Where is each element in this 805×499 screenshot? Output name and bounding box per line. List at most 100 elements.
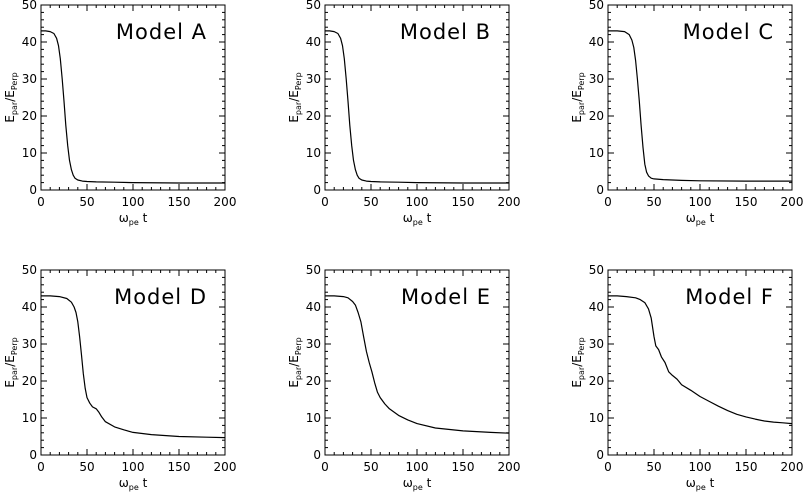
x-tick-label: 150 (168, 460, 191, 474)
y-tick-label: 30 (22, 337, 37, 351)
y-tick-label: 0 (313, 448, 321, 462)
x-axis-label: ωpe t (686, 211, 715, 227)
panel-4: 0 50 100 150 200 0 10 20 30 40 50 Model E ωpe t Epar/… (287, 263, 520, 492)
y-tick-label: 20 (306, 109, 321, 123)
x-tick-label: 150 (452, 195, 475, 209)
y-axis-label: Epar/EPerp (3, 72, 19, 122)
y-axis-label-sep: / (3, 362, 17, 367)
x-tick-label: 200 (498, 460, 521, 474)
y-axis-label-sep: / (570, 362, 584, 367)
x-axis-label-main: ω (686, 476, 696, 490)
x-tick-label: 200 (781, 195, 804, 209)
y-axis-label-main1: E (3, 115, 17, 123)
y-tick-label: 10 (589, 411, 604, 425)
series-line (608, 295, 793, 425)
x-axis-label-suffix: t (423, 476, 432, 490)
x-tick-label: 50 (646, 195, 661, 209)
y-axis-label-main2: E (570, 355, 584, 363)
x-axis-label-suffix: t (706, 211, 715, 225)
x-axis-label: ωpe t (686, 476, 715, 492)
x-tick-label: 150 (735, 195, 758, 209)
y-tick-label: 0 (29, 183, 37, 197)
panel-title: Model F (685, 285, 774, 309)
y-tick-label: 40 (306, 300, 321, 314)
y-axis-label: Epar/EPerp (570, 337, 586, 387)
x-tick-label: 150 (735, 460, 758, 474)
y-axis-label: Epar/EPerp (3, 337, 19, 387)
x-tick-label: 50 (363, 195, 378, 209)
y-tick-label: 0 (596, 183, 604, 197)
y-axis-label-sub1: par (294, 101, 303, 115)
x-axis-label: ωpe t (403, 211, 432, 227)
y-tick-label: 50 (22, 0, 37, 12)
y-axis-label-main1: E (570, 115, 584, 123)
x-tick-label: 150 (452, 460, 475, 474)
x-tick-label: 100 (122, 195, 145, 209)
x-tick-label: 200 (498, 195, 521, 209)
y-axis-label-sub2: Perp (577, 337, 586, 355)
y-tick-label: 20 (306, 374, 321, 388)
y-tick-label: 20 (22, 109, 37, 123)
x-axis-label-main: ω (403, 211, 413, 225)
y-tick-label: 10 (22, 146, 37, 160)
y-axis-label-sub1: par (10, 101, 19, 115)
y-tick-label: 0 (29, 448, 37, 462)
y-tick-label: 50 (22, 263, 37, 277)
y-tick-label: 50 (589, 0, 604, 12)
y-axis-label: Epar/EPerp (287, 337, 303, 387)
series-line (41, 30, 225, 184)
y-axis-label-sub2: Perp (294, 72, 303, 90)
y-tick-label: 50 (306, 0, 321, 12)
x-tick-label: 0 (604, 460, 612, 474)
panel-title: Model B (400, 20, 491, 44)
y-tick-label: 30 (589, 72, 604, 86)
y-axis-label-sub1: par (10, 366, 19, 380)
x-tick-label: 0 (321, 195, 329, 209)
x-axis-label: ωpe t (119, 476, 148, 492)
y-axis-label-main1: E (287, 115, 301, 123)
x-axis-label-sub: pe (413, 483, 423, 492)
y-tick-label: 30 (22, 72, 37, 86)
x-tick-label: 0 (604, 195, 612, 209)
x-tick-label: 50 (646, 460, 661, 474)
x-tick-label: 50 (363, 460, 378, 474)
y-axis-label-sub2: Perp (10, 337, 19, 355)
y-tick-label: 40 (22, 300, 37, 314)
y-tick-label: 40 (22, 35, 37, 49)
panel-0: 0 50 100 150 200 0 10 20 30 40 50 Model A ωpe t Epar/… (3, 0, 236, 227)
y-tick-label: 10 (306, 411, 321, 425)
y-tick-label: 0 (313, 183, 321, 197)
panel-title: Model A (116, 20, 207, 44)
x-axis-label-sub: pe (696, 483, 706, 492)
panel-title: Model C (683, 20, 774, 44)
y-tick-label: 0 (596, 448, 604, 462)
y-tick-label: 30 (589, 337, 604, 351)
x-tick-label: 0 (37, 195, 45, 209)
x-tick-label: 200 (214, 460, 237, 474)
x-axis-label-suffix: t (706, 476, 715, 490)
x-axis-label-main: ω (686, 211, 696, 225)
y-axis-label-main1: E (3, 380, 17, 388)
x-axis-label-sub: pe (413, 218, 423, 227)
x-tick-label: 0 (37, 460, 45, 474)
panel-title: Model E (401, 285, 491, 309)
y-tick-label: 20 (589, 109, 604, 123)
series-line (325, 30, 509, 184)
x-tick-label: 100 (406, 460, 429, 474)
y-axis-label-sub1: par (294, 366, 303, 380)
x-tick-label: 100 (689, 460, 712, 474)
y-tick-label: 10 (589, 146, 604, 160)
y-axis-label-sub2: Perp (294, 337, 303, 355)
y-tick-label: 30 (306, 72, 321, 86)
series-line (325, 295, 510, 434)
panel-title: Model D (114, 285, 207, 309)
y-axis-label-sep: / (287, 362, 301, 367)
y-tick-label: 20 (589, 374, 604, 388)
y-axis-label-main2: E (3, 90, 17, 98)
y-tick-label: 30 (306, 337, 321, 351)
y-axis-label: Epar/EPerp (570, 72, 586, 122)
x-tick-label: 0 (321, 460, 329, 474)
y-tick-label: 40 (589, 35, 604, 49)
y-axis-label-sub2: Perp (10, 72, 19, 90)
panel-3: 0 50 100 150 200 0 10 20 30 40 50 Model D ωpe t Epar/… (3, 263, 236, 492)
